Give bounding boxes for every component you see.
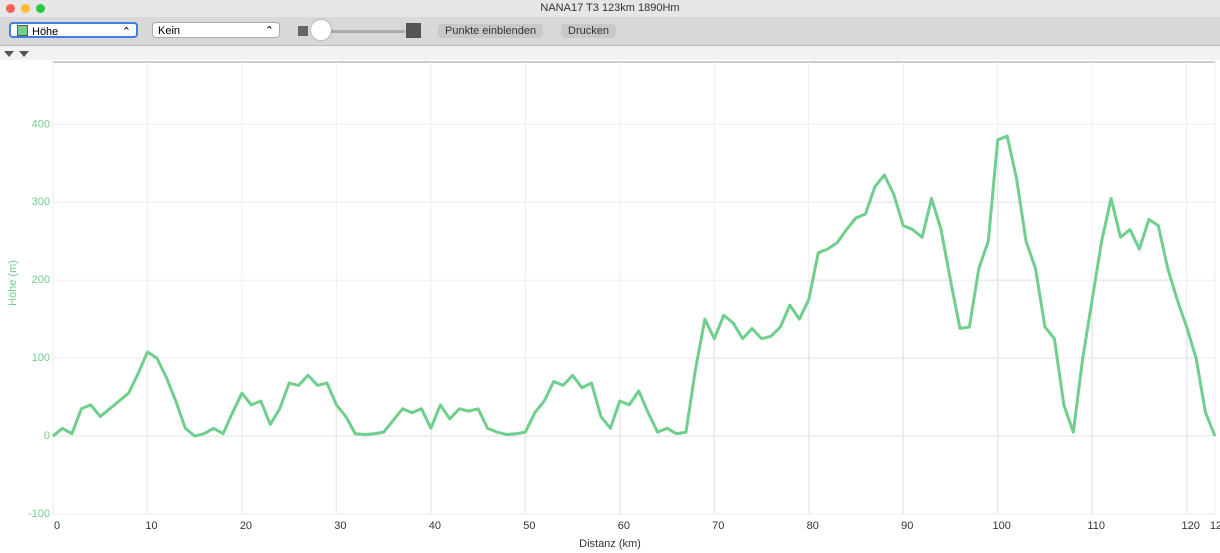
overlay-select-label: Kein bbox=[158, 25, 181, 37]
collapse-icons bbox=[4, 51, 29, 57]
x-tick-label: 0 bbox=[54, 520, 60, 532]
metric-select-label: Höhe bbox=[32, 26, 59, 38]
zoom-slider[interactable] bbox=[320, 30, 405, 33]
plot-frame bbox=[52, 61, 1216, 515]
x-tick-label: 50 bbox=[523, 520, 535, 532]
close-button[interactable] bbox=[6, 4, 15, 13]
y-axis-title: Höhe (m) bbox=[7, 260, 19, 306]
y-tick-label: 100 bbox=[32, 352, 50, 364]
zoom-in-icon[interactable] bbox=[406, 23, 421, 38]
x-tick-label: 70 bbox=[712, 520, 724, 532]
metric-select[interactable]: Höhe ⌃ bbox=[9, 22, 138, 38]
x-tick-label: 120 bbox=[1181, 520, 1199, 532]
y-tick-label: 300 bbox=[32, 196, 50, 208]
elevation-line bbox=[52, 134, 1217, 438]
y-tick-label: 200 bbox=[32, 274, 50, 286]
x-tick-label: 10 bbox=[145, 520, 157, 532]
x-tick-label: 20 bbox=[240, 520, 252, 532]
toolbar: Höhe ⌃ Kein ⌃ Punkte einblenden Drucken bbox=[0, 17, 1220, 46]
under-grid bbox=[53, 136, 1215, 514]
x-tick-label: 40 bbox=[429, 520, 441, 532]
x-tick-label: 90 bbox=[901, 520, 913, 532]
minimize-button[interactable] bbox=[21, 4, 30, 13]
x-tick-label: 80 bbox=[807, 520, 819, 532]
zoom-button[interactable] bbox=[36, 4, 45, 13]
x-axis-title: Distanz (km) bbox=[579, 538, 641, 550]
y-tick-label: 0 bbox=[44, 430, 50, 442]
y-tick-label: -100 bbox=[28, 508, 50, 520]
zoom-out-icon[interactable] bbox=[298, 26, 308, 36]
overlay-select[interactable]: Kein ⌃ bbox=[152, 22, 280, 38]
title-bar: NANA17 T3 123km 1890Hm bbox=[0, 0, 1220, 17]
x-tick-label: 100 bbox=[993, 520, 1011, 532]
x-tick-label: 123 bbox=[1210, 520, 1220, 532]
print-button[interactable]: Drucken bbox=[561, 24, 616, 38]
y-tick-label: 400 bbox=[32, 118, 50, 130]
x-tick-label: 110 bbox=[1087, 520, 1105, 532]
x-tick-label: 60 bbox=[618, 520, 630, 532]
window-title: NANA17 T3 123km 1890Hm bbox=[540, 2, 680, 14]
show-points-button[interactable]: Punkte einblenden bbox=[438, 24, 544, 38]
slider-knob[interactable] bbox=[311, 20, 331, 40]
x-tick-label: 30 bbox=[334, 520, 346, 532]
panel-strip bbox=[0, 46, 1220, 60]
